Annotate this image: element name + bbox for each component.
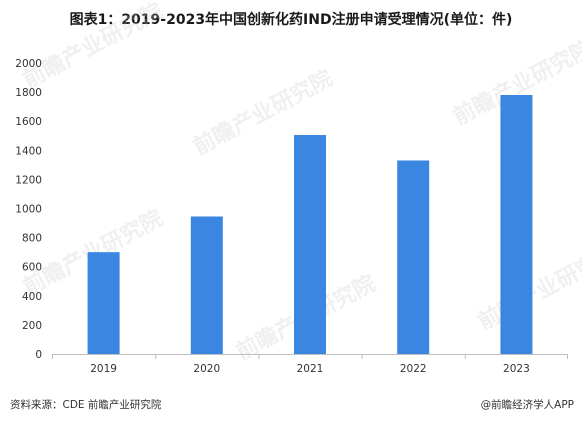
y-tick-label: 400 — [22, 291, 42, 303]
x-tick-label: 2019 — [90, 363, 117, 375]
y-tick-label: 200 — [22, 320, 42, 332]
credit-note: @前瞻经济学人APP — [480, 399, 574, 411]
bar — [397, 160, 430, 354]
y-tick-label: 2000 — [15, 58, 42, 70]
y-tick-label: 1600 — [15, 116, 42, 128]
y-tick-label: 1400 — [15, 145, 42, 157]
y-tick-label: 1000 — [15, 204, 42, 216]
y-tick-label: 0 — [35, 349, 42, 361]
x-tick-label: 2021 — [297, 363, 324, 375]
y-tick-label: 1800 — [15, 87, 42, 99]
chart-title: 图表1：2019-2023年中国创新化药IND注册申请受理情况(单位：件) — [69, 12, 513, 28]
bar — [294, 135, 326, 354]
y-tick-label: 800 — [22, 233, 42, 245]
bar — [87, 252, 120, 354]
y-tick-label: 600 — [22, 262, 42, 274]
x-tick-label: 2020 — [193, 363, 220, 375]
bar — [190, 216, 223, 354]
bar — [500, 95, 533, 354]
x-tick-label: 2022 — [400, 363, 427, 375]
source-note: 资料来源：CDE 前瞻产业研究院 — [10, 399, 162, 411]
x-tick-label: 2023 — [503, 363, 530, 375]
y-tick-label: 1200 — [15, 174, 42, 186]
